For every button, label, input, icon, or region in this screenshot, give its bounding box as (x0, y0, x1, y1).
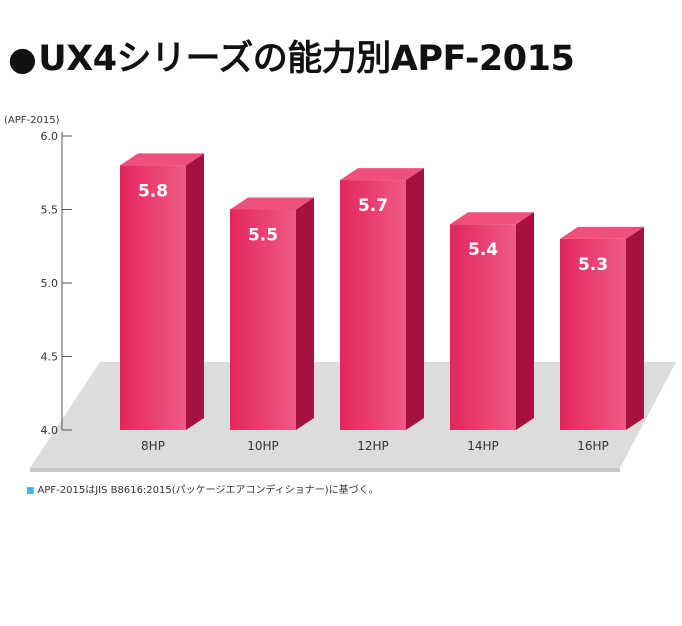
footnote-bullet: ■ (26, 486, 35, 496)
bar: 5.7 (340, 168, 424, 430)
footnote-text: APF-2015はJIS B8616:2015(パッケージエアコンディショナー)… (37, 485, 379, 496)
y-tick-label: 6.0 (41, 130, 59, 143)
y-axis-unit-label: (APF-2015) (4, 115, 60, 126)
y-tick-label: 4.5 (41, 351, 59, 364)
footnote: ■ APF-2015はJIS B8616:2015(パッケージエアコンディショナー… (26, 481, 379, 496)
bar-value-label: 5.3 (578, 255, 608, 275)
chart-title: ●UX4シリーズの能力別APF-2015 (8, 30, 575, 81)
bar-side-face (626, 226, 644, 430)
bar-front-face (450, 224, 516, 430)
bar-value-label: 5.4 (468, 240, 498, 260)
bar-value-label: 5.7 (358, 196, 388, 216)
bar-front-face (560, 238, 626, 430)
bar-side-face (296, 197, 314, 430)
x-axis-labels: 8HP 10HP 12HP 14HP 16HP (141, 439, 609, 453)
title-bullet: ● (8, 39, 37, 78)
bar-top-face (230, 197, 314, 210)
bar-side-face (516, 212, 534, 430)
bar: 5.5 (230, 197, 314, 430)
bar-side-face (406, 168, 424, 430)
bars-group: 5.8 5.5 5.7 5.4 5.3 (120, 153, 644, 430)
bar: 5.8 (120, 153, 204, 430)
bar: 5.4 (450, 212, 534, 430)
x-tick-label: 8HP (141, 439, 165, 453)
bar-value-label: 5.8 (138, 181, 168, 201)
bar-top-face (450, 212, 534, 225)
y-tick-label: 5.5 (41, 204, 59, 217)
bar-value-label: 5.5 (248, 226, 278, 246)
y-axis: 4.0 4.5 5.0 5.5 6.0 (41, 130, 72, 437)
x-tick-label: 10HP (247, 439, 279, 453)
floor-edge (30, 468, 620, 472)
bar-top-face (560, 226, 644, 239)
bar-top-face (120, 153, 204, 166)
title-text: UX4シリーズの能力別APF-2015 (38, 39, 575, 79)
bar-top-face (340, 168, 424, 181)
bar-front-face (120, 165, 186, 430)
bar-side-face (186, 153, 204, 430)
x-tick-label: 16HP (577, 439, 609, 453)
bar-front-face (230, 209, 296, 430)
bar: 5.3 (560, 226, 644, 430)
x-tick-label: 14HP (467, 439, 499, 453)
x-tick-label: 12HP (357, 439, 389, 453)
y-tick-label: 5.0 (41, 277, 59, 290)
bar-front-face (340, 180, 406, 430)
y-tick-label: 4.0 (41, 424, 59, 437)
